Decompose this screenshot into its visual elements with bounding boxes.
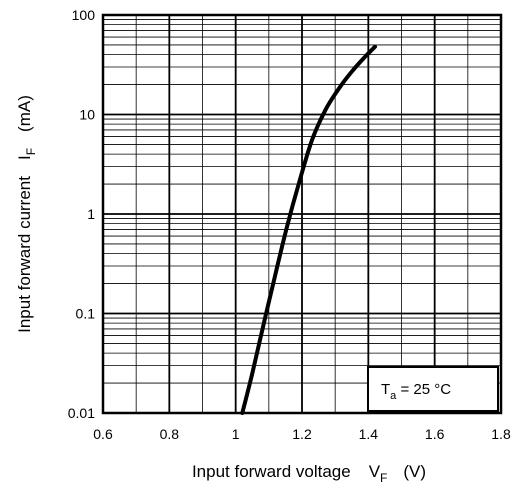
series-line [240, 44, 377, 415]
annotation-sub: a [390, 390, 397, 402]
annotation-box: Ta = 25 °C [367, 366, 499, 412]
y-tick-label: 0.01 [68, 405, 95, 421]
x-tick-label: 1.2 [292, 426, 312, 442]
x-axis-symbol: V [369, 462, 381, 481]
y-tick-label: 0.1 [76, 306, 96, 322]
plot-frame [101, 13, 503, 415]
annotation-frame [367, 366, 499, 412]
x-axis-symbol-sub: F [380, 471, 387, 485]
y-tick-labels: 0.01 0.1 1 10 100 [68, 7, 95, 421]
x-tick-labels: 0.6 0.8 1 1.2 1.4 1.6 1.8 [93, 426, 511, 442]
y-axis-unit: (mA) [15, 95, 34, 132]
y-axis-symbol-sub: F [24, 148, 38, 155]
x-tick-label: 1 [232, 426, 240, 442]
annotation-text: Ta = 25 °C [381, 381, 451, 402]
y-axis-symbol: I [15, 155, 34, 160]
x-tick-label: 0.6 [93, 426, 113, 442]
y-tick-label: 1 [87, 206, 95, 222]
annotation-prefix: T [381, 381, 390, 398]
y-axis-label-main: Input forward current [15, 176, 34, 333]
x-tick-label: 0.8 [160, 426, 180, 442]
x-tick-label: 1.6 [425, 426, 445, 442]
x-axis-label: Input forward voltage VF (V) [192, 462, 426, 485]
x-axis-unit: (V) [403, 462, 426, 481]
y-tick-label: 10 [79, 107, 95, 123]
x-axis-label-main: Input forward voltage [192, 462, 351, 481]
major-grid [103, 15, 501, 413]
x-tick-label: 1.4 [359, 426, 379, 442]
y-axis-label: Input forward current IF (mA) [15, 95, 38, 333]
annotation-suffix: = 25 °C [396, 381, 451, 398]
x-tick-label: 1.8 [491, 426, 511, 442]
y-tick-label: 100 [72, 7, 96, 23]
